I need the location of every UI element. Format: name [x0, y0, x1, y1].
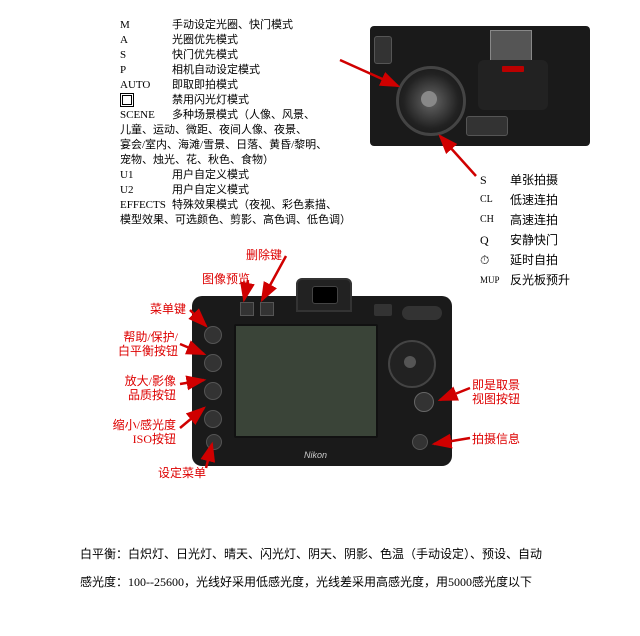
pentaprism [478, 60, 548, 110]
iso-note: 感光度：100--25600，光线好采用低感光度，光线差采用高感光度，用5000… [80, 568, 600, 596]
command-dial [402, 306, 442, 320]
delete-button [260, 302, 274, 316]
no-flash-icon [120, 93, 172, 108]
viewfinder [296, 278, 352, 312]
playback-button [240, 302, 254, 316]
label-info: 拍摄信息 [472, 432, 520, 446]
label-live-view: 即是取景 视图按钮 [472, 378, 520, 406]
label-help: 帮助/保护/ 白平衡按钮 [102, 330, 178, 358]
zoom-in-button [204, 382, 222, 400]
zoom-out-button [204, 410, 222, 428]
camera-top-view [370, 26, 590, 146]
camera-back-view: Nikon [192, 296, 452, 466]
hot-shoe [490, 30, 532, 62]
menu-button [204, 326, 222, 344]
mode-val: 手动设定光圈、快门模式 [172, 18, 293, 33]
i-button [206, 434, 222, 450]
live-view-button [414, 392, 434, 412]
af-on-button [374, 304, 392, 316]
label-zoom-in: 放大/影像 品质按钮 [106, 374, 176, 402]
label-menu: 菜单键 [150, 302, 186, 316]
multi-selector [388, 340, 436, 388]
release-mode-legend: S单张拍摄 CL低速连拍 CH高速连拍 Q安静快门 ⏱延时自拍 MUP反光板预升 [480, 170, 570, 290]
label-setup: 设定菜单 [158, 466, 206, 480]
label-delete: 删除键 [246, 248, 282, 262]
label-preview: 图像预览 [202, 272, 250, 286]
brand-logo: Nikon [304, 450, 327, 460]
mode-key: M [120, 18, 172, 33]
info-button [412, 434, 428, 450]
label-zoom-out: 缩小/感光度 ISO按钮 [96, 418, 176, 446]
footer-notes: 白平衡：白炽灯、日光灯、晴天、闪光灯、阴天、阴影、色温（手动设定）、预设、自动 … [80, 540, 600, 596]
release-mode-dial [466, 116, 508, 136]
help-wb-button [204, 354, 222, 372]
mode-dial [396, 66, 466, 136]
mode-dial-legend: M手动设定光圈、快门模式 A光圈优先模式 S快门优先模式 P相机自动设定模式 A… [120, 18, 351, 228]
lcd-screen [234, 324, 378, 438]
white-balance-note: 白平衡：白炽灯、日光灯、晴天、闪光灯、阴天、阴影、色温（手动设定）、预设、自动 [80, 540, 600, 568]
